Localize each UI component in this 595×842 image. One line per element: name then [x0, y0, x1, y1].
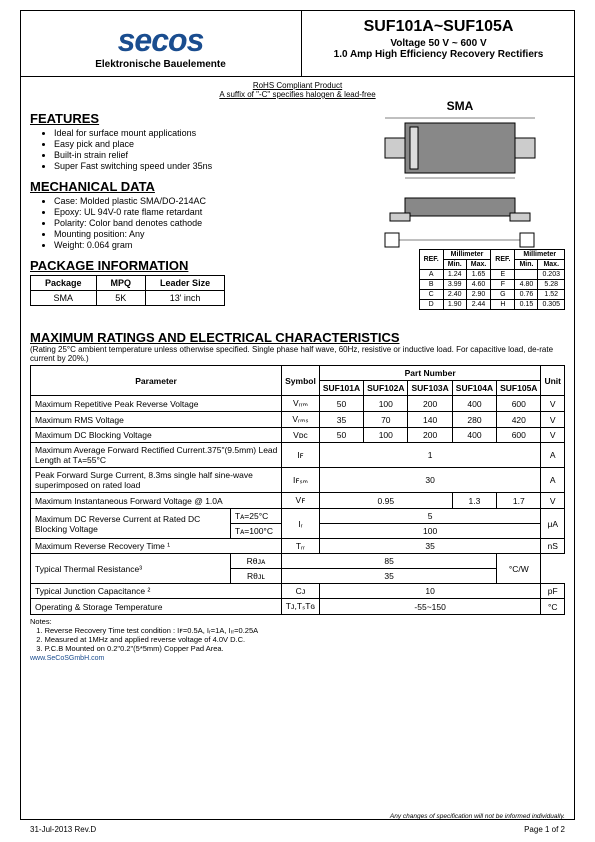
note-item: 3. P.C.B Mounted on 0.2"0.2"(5*5mm) Copp…	[30, 644, 565, 653]
characteristics-note: (Rating 25°C ambient temperature unless …	[30, 345, 565, 363]
notes-section: Notes: 1. Reverse Recovery Time test con…	[30, 617, 565, 653]
package-drawing	[355, 113, 565, 253]
characteristics-title: MAXIMUM RATINGS AND ELECTRICAL CHARACTER…	[30, 330, 565, 345]
page-footer: 31-Jul-2013 Rev.D Page 1 of 2	[30, 825, 565, 834]
page-number: Page 1 of 2	[524, 825, 565, 834]
package-table: Package MPQ Leader Size SMA 5K 13' inch	[30, 275, 225, 306]
sma-diagram: SMA	[355, 99, 565, 255]
characteristics-table: Parameter Symbol Part Number Unit SUF101…	[30, 365, 565, 615]
dimensions-table: REF. Millimeter REF. Millimeter Min.Max.…	[419, 249, 565, 310]
website-link: www.SeCoSGmbH.com	[30, 655, 565, 662]
sma-label: SMA	[355, 99, 565, 113]
note-item: 1. Reverse Recovery Time test condition …	[30, 626, 565, 635]
revision-date: 31-Jul-2013 Rev.D	[30, 825, 96, 834]
footer-disclaimer: Any changes of specification will not be…	[390, 813, 565, 820]
note-item: 2. Measured at 1MHz and applied reverse …	[30, 635, 565, 644]
